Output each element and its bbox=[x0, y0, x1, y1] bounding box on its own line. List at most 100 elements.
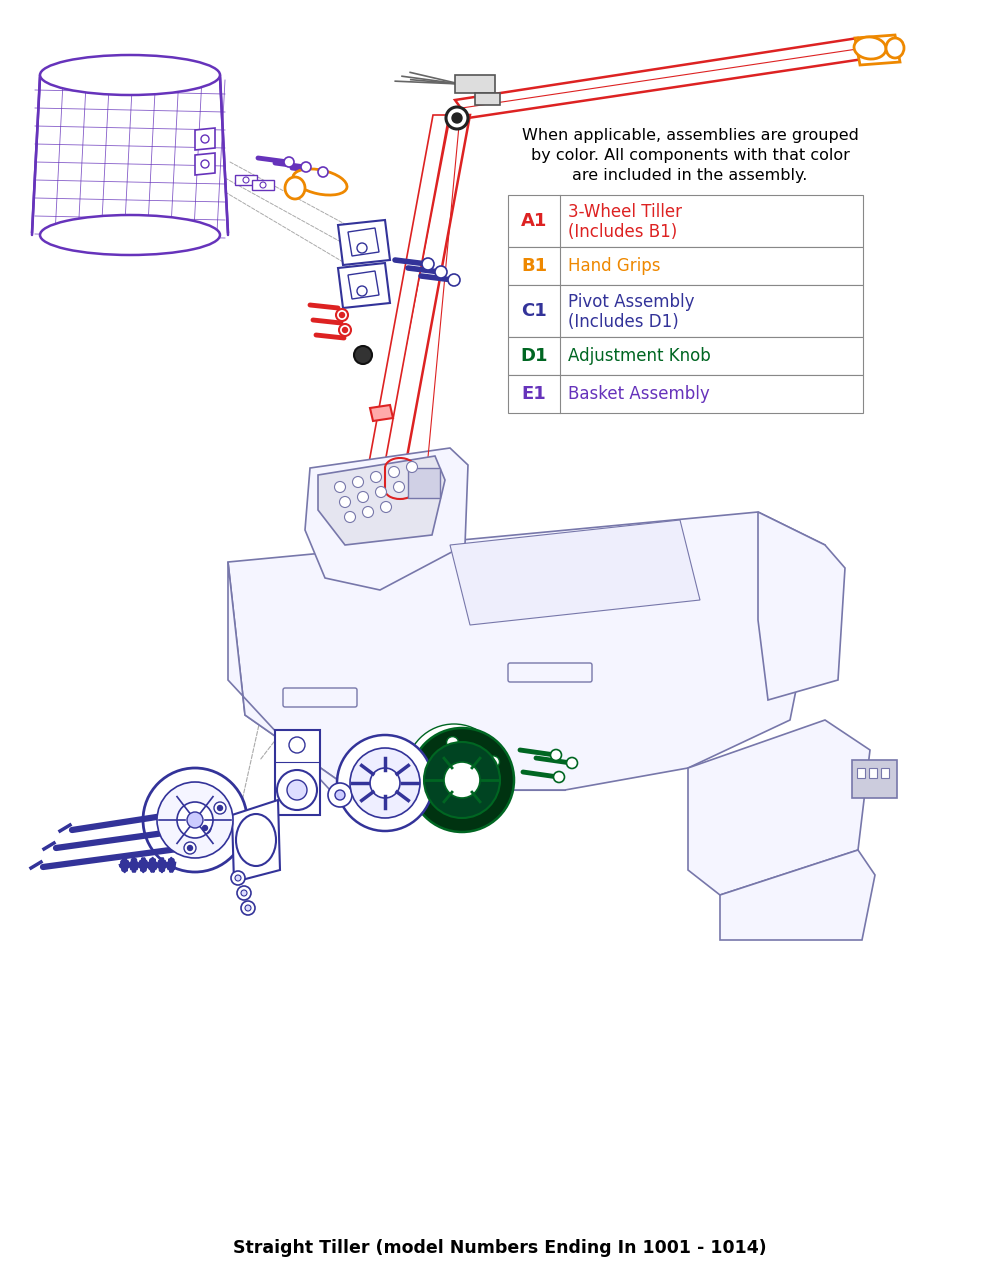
Ellipse shape bbox=[243, 177, 249, 182]
Circle shape bbox=[370, 768, 400, 798]
Text: Pivot Assembly: Pivot Assembly bbox=[568, 293, 694, 310]
Circle shape bbox=[340, 313, 344, 318]
Circle shape bbox=[566, 758, 578, 769]
Text: (Includes B1): (Includes B1) bbox=[568, 223, 677, 242]
Circle shape bbox=[370, 471, 382, 483]
Text: A1: A1 bbox=[521, 212, 547, 231]
Bar bbox=[508, 375, 863, 413]
Bar bbox=[852, 760, 897, 798]
Circle shape bbox=[235, 875, 241, 881]
Circle shape bbox=[289, 737, 305, 753]
Circle shape bbox=[340, 497, 351, 508]
Polygon shape bbox=[368, 115, 449, 468]
Circle shape bbox=[187, 812, 203, 829]
Bar bbox=[508, 337, 863, 375]
Text: Straight Tiller (model Numbers Ending In 1001 - 1014): Straight Tiller (model Numbers Ending In… bbox=[233, 1239, 767, 1257]
Circle shape bbox=[410, 729, 514, 832]
Circle shape bbox=[337, 735, 433, 831]
Circle shape bbox=[237, 886, 251, 900]
Circle shape bbox=[245, 905, 251, 911]
Circle shape bbox=[447, 736, 459, 749]
Circle shape bbox=[284, 157, 294, 167]
Circle shape bbox=[394, 481, 404, 493]
Circle shape bbox=[424, 742, 500, 818]
Circle shape bbox=[357, 243, 367, 253]
Bar bbox=[252, 180, 274, 190]
Circle shape bbox=[218, 806, 222, 811]
Circle shape bbox=[358, 492, 368, 503]
Polygon shape bbox=[228, 563, 352, 791]
Text: B1: B1 bbox=[521, 257, 547, 275]
Circle shape bbox=[408, 758, 420, 770]
Bar bbox=[508, 247, 863, 285]
Bar bbox=[869, 768, 877, 778]
Polygon shape bbox=[348, 271, 379, 299]
Text: Basket Assembly: Basket Assembly bbox=[568, 385, 710, 403]
Ellipse shape bbox=[854, 37, 886, 60]
Circle shape bbox=[357, 286, 367, 296]
Circle shape bbox=[143, 768, 247, 872]
Circle shape bbox=[422, 258, 434, 270]
Polygon shape bbox=[232, 799, 280, 882]
Text: 3-Wheel Tiller: 3-Wheel Tiller bbox=[568, 203, 682, 220]
Circle shape bbox=[435, 266, 447, 277]
Circle shape bbox=[362, 507, 374, 517]
Circle shape bbox=[425, 791, 437, 802]
Circle shape bbox=[406, 723, 502, 820]
FancyBboxPatch shape bbox=[508, 663, 592, 682]
Polygon shape bbox=[305, 449, 468, 590]
Polygon shape bbox=[758, 512, 845, 699]
Text: Hand Grips: Hand Grips bbox=[568, 257, 660, 275]
Circle shape bbox=[202, 826, 208, 830]
Circle shape bbox=[350, 748, 420, 818]
Circle shape bbox=[214, 802, 226, 813]
FancyBboxPatch shape bbox=[283, 688, 357, 707]
Circle shape bbox=[376, 487, 386, 498]
Circle shape bbox=[448, 274, 460, 286]
Ellipse shape bbox=[201, 136, 209, 143]
Circle shape bbox=[550, 750, 562, 760]
Circle shape bbox=[241, 901, 255, 915]
Polygon shape bbox=[348, 228, 379, 256]
Bar bbox=[508, 285, 863, 337]
Polygon shape bbox=[338, 264, 390, 308]
Polygon shape bbox=[450, 519, 700, 625]
Text: E1: E1 bbox=[522, 385, 546, 403]
Circle shape bbox=[277, 770, 317, 810]
Bar bbox=[857, 768, 865, 778]
Circle shape bbox=[487, 756, 499, 768]
Circle shape bbox=[344, 512, 356, 522]
Circle shape bbox=[444, 761, 480, 798]
Circle shape bbox=[452, 113, 462, 123]
Ellipse shape bbox=[236, 813, 276, 867]
Polygon shape bbox=[382, 115, 470, 468]
Circle shape bbox=[287, 780, 307, 799]
Circle shape bbox=[339, 324, 351, 336]
Ellipse shape bbox=[40, 54, 220, 95]
Circle shape bbox=[318, 167, 328, 177]
Polygon shape bbox=[228, 512, 825, 791]
Circle shape bbox=[406, 461, 418, 473]
Polygon shape bbox=[455, 38, 870, 118]
Circle shape bbox=[241, 889, 247, 896]
Text: are included in the assembly.: are included in the assembly. bbox=[572, 169, 808, 182]
Bar bbox=[881, 768, 889, 778]
Polygon shape bbox=[338, 220, 390, 265]
Circle shape bbox=[388, 466, 400, 478]
Text: by color. All components with that color: by color. All components with that color bbox=[531, 148, 849, 163]
Text: When applicable, assemblies are grouped: When applicable, assemblies are grouped bbox=[522, 128, 858, 143]
Circle shape bbox=[380, 502, 392, 512]
Ellipse shape bbox=[285, 177, 305, 199]
Circle shape bbox=[352, 476, 364, 488]
Ellipse shape bbox=[40, 215, 220, 255]
Bar bbox=[275, 730, 320, 815]
Bar bbox=[508, 195, 863, 247]
Circle shape bbox=[474, 789, 486, 801]
Polygon shape bbox=[370, 405, 393, 421]
Circle shape bbox=[328, 783, 352, 807]
Text: Adjustment Knob: Adjustment Knob bbox=[568, 347, 711, 365]
Ellipse shape bbox=[260, 182, 266, 188]
Circle shape bbox=[354, 346, 372, 364]
Circle shape bbox=[231, 870, 245, 886]
Polygon shape bbox=[855, 35, 900, 65]
